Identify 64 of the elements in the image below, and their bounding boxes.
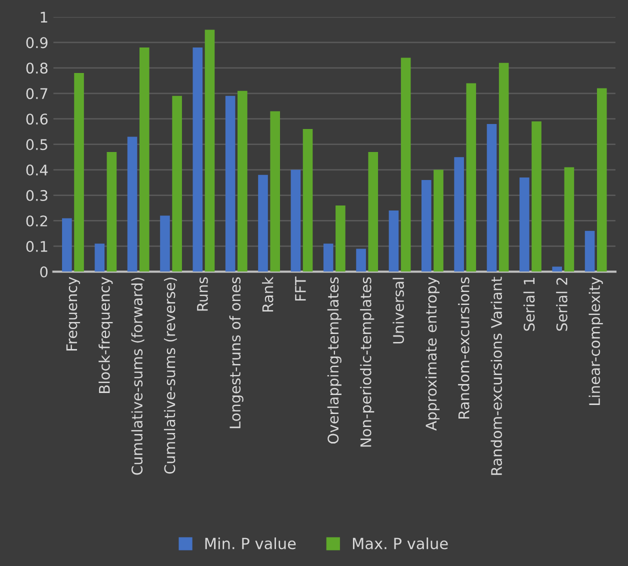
bar — [172, 96, 182, 272]
bar — [388, 210, 399, 272]
bar — [258, 174, 268, 272]
y-tick-label: 0.8 — [26, 62, 48, 74]
x-tick-label: Frequency — [66, 276, 80, 350]
bar — [204, 30, 215, 272]
y-tick-label: 0.2 — [26, 215, 48, 226]
x-tick-label: FFT — [295, 276, 306, 301]
x-tick-label: Serial 1 — [523, 278, 535, 331]
bar — [62, 218, 72, 272]
legend-label: Min. P value — [205, 537, 296, 550]
bar — [302, 129, 313, 272]
y-tick-label: 0.9 — [26, 37, 48, 48]
y-tick-label: 0.1 — [26, 240, 48, 252]
x-tick-label: Serial 2 — [556, 278, 568, 331]
x-tick-label: Longest-runs of ones — [229, 277, 244, 428]
bar — [290, 170, 301, 272]
bar — [323, 244, 334, 272]
bar — [466, 83, 476, 272]
bar — [434, 170, 444, 272]
bar — [564, 167, 574, 272]
bar — [454, 157, 464, 272]
x-tick-label: Block-frequency — [98, 276, 113, 393]
bar — [356, 248, 366, 272]
x-tick-label: Overlapping-templates — [327, 277, 342, 444]
bar — [139, 48, 150, 272]
legend-label: Max. P value — [352, 537, 448, 550]
x-tick-label: Rank — [262, 276, 274, 312]
bar — [336, 205, 346, 272]
bar — [368, 152, 378, 272]
bar — [238, 90, 248, 272]
y-tick-label: 1 — [40, 12, 48, 23]
bar — [225, 96, 236, 272]
y-tick-label: 0 — [40, 266, 48, 278]
x-tick-label: Non-periodic-templates — [360, 277, 374, 447]
bar — [127, 136, 138, 272]
bar — [421, 180, 432, 272]
bar — [498, 62, 509, 272]
y-tick-label: 0.3 — [26, 190, 48, 202]
x-tick-label: Cumulative-sums (forward) — [131, 278, 144, 475]
bar — [106, 152, 117, 272]
bar — [400, 58, 411, 272]
bar — [160, 216, 170, 272]
y-tick-label: 0.5 — [26, 139, 48, 150]
bar — [520, 177, 530, 272]
y-tick-label: 0.4 — [26, 164, 48, 176]
x-tick-label: Universal — [392, 278, 404, 344]
bar — [94, 244, 105, 272]
x-tick-label: Runs — [197, 277, 208, 311]
bar — [552, 266, 562, 272]
x-tick-label: Random-excursions Variant — [490, 276, 502, 475]
bar — [532, 121, 542, 272]
bar — [192, 48, 203, 272]
x-tick-label: Approximate entropy — [425, 276, 440, 431]
x-tick-label: Cumulative-sums (reverse) — [164, 278, 177, 474]
x-tick-label: Linear-complexity — [588, 276, 603, 405]
y-tick-label: 0.7 — [26, 88, 48, 100]
bar — [584, 230, 595, 272]
x-tick-label: Random-excursions — [458, 277, 470, 419]
bar — [486, 124, 497, 272]
bar — [270, 111, 280, 272]
y-tick-label: 0.6 — [26, 114, 48, 125]
bar — [74, 73, 84, 272]
bar — [596, 88, 607, 272]
